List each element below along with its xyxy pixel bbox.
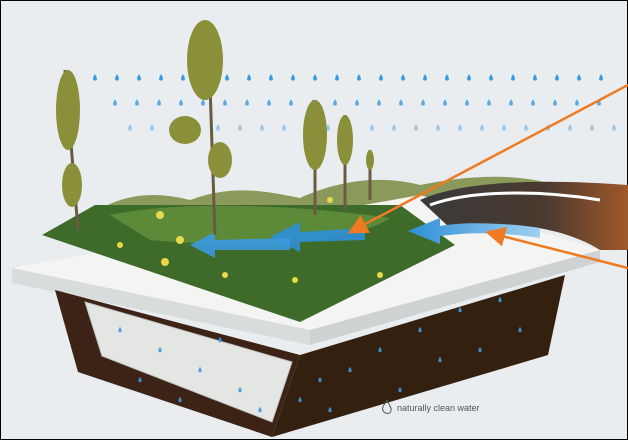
water-flow [190, 232, 290, 258]
raindrop [289, 99, 293, 106]
pointer-line [485, 226, 628, 270]
raindrop [489, 74, 493, 81]
raindrop [414, 124, 418, 131]
droplet [318, 376, 322, 383]
droplet [328, 406, 332, 413]
trees [56, 20, 374, 236]
raindrop [267, 99, 271, 106]
raindrop [282, 124, 286, 131]
raindrop [423, 74, 427, 81]
raindrop [159, 74, 163, 81]
raindrop [355, 99, 359, 106]
droplet [458, 306, 462, 313]
droplet [198, 366, 202, 373]
flowers [117, 197, 383, 283]
raindrop [269, 74, 273, 81]
raindrop [612, 124, 616, 131]
raindrop [480, 124, 484, 131]
raindrop [370, 124, 374, 131]
road [420, 181, 628, 250]
raindrop [568, 124, 572, 131]
soil-layer [272, 275, 565, 437]
raindrop [392, 124, 396, 131]
raindrop [335, 74, 339, 81]
raindrop [333, 99, 337, 106]
raindrop [93, 74, 97, 81]
raindrop [465, 99, 469, 106]
droplet [478, 346, 482, 353]
droplet [298, 396, 302, 403]
rim-side [12, 268, 310, 345]
droplet [138, 376, 142, 383]
raindrop [135, 99, 139, 106]
raindrop [238, 124, 242, 131]
raindrop [443, 99, 447, 106]
raindrop [313, 74, 317, 81]
raindrop [467, 74, 471, 81]
drop-icon [382, 398, 392, 414]
raindrop [245, 99, 249, 106]
raindrop [179, 99, 183, 106]
raindrop [502, 124, 506, 131]
droplet [218, 336, 222, 343]
raindrop [247, 74, 251, 81]
droplet [158, 346, 162, 353]
caption: naturally clean water [397, 403, 480, 413]
droplet [398, 386, 402, 393]
droplet [378, 346, 382, 353]
droplet [178, 396, 182, 403]
raindrop [137, 74, 141, 81]
raindrop [509, 99, 513, 106]
droplet [348, 366, 352, 373]
raindrop [553, 99, 557, 106]
raindrop [511, 74, 515, 81]
droplet [238, 386, 242, 393]
droplet [498, 296, 502, 303]
raindrop [326, 124, 330, 131]
droplet [118, 326, 122, 333]
raindrop [291, 74, 295, 81]
raindrop [113, 99, 117, 106]
pointer-line [347, 83, 628, 234]
raindrop [157, 99, 161, 106]
raindrop [531, 99, 535, 106]
raindrop [357, 74, 361, 81]
raindrop [575, 99, 579, 106]
water-flow [408, 218, 540, 244]
raindrop [533, 74, 537, 81]
raindrop [181, 74, 185, 81]
raindrop [399, 99, 403, 106]
raindrop [436, 124, 440, 131]
water-flow [270, 222, 365, 252]
soil-droplets [118, 296, 522, 413]
raindrop [555, 74, 559, 81]
raindrop [225, 74, 229, 81]
raindrop [201, 99, 205, 106]
raindrop [421, 99, 425, 106]
droplet [438, 356, 442, 363]
raindrop [445, 74, 449, 81]
raindrop [223, 99, 227, 106]
raindrop [150, 124, 154, 131]
raindrop [599, 74, 603, 81]
droplet [518, 326, 522, 333]
droplet [418, 326, 422, 333]
raindrop [377, 99, 381, 106]
raindrop [115, 74, 119, 81]
raindrop [597, 99, 601, 106]
raindrop [128, 124, 132, 131]
raindrop [577, 74, 581, 81]
raindrop [260, 124, 264, 131]
raindrop [458, 124, 462, 131]
raindrop [216, 124, 220, 131]
raindrop [590, 124, 594, 131]
raindrop [487, 99, 491, 106]
droplet [258, 406, 262, 413]
raindrop [524, 124, 528, 131]
road-edge [429, 191, 601, 207]
raindrop [379, 74, 383, 81]
rim-side [310, 250, 600, 345]
raindrop [401, 74, 405, 81]
